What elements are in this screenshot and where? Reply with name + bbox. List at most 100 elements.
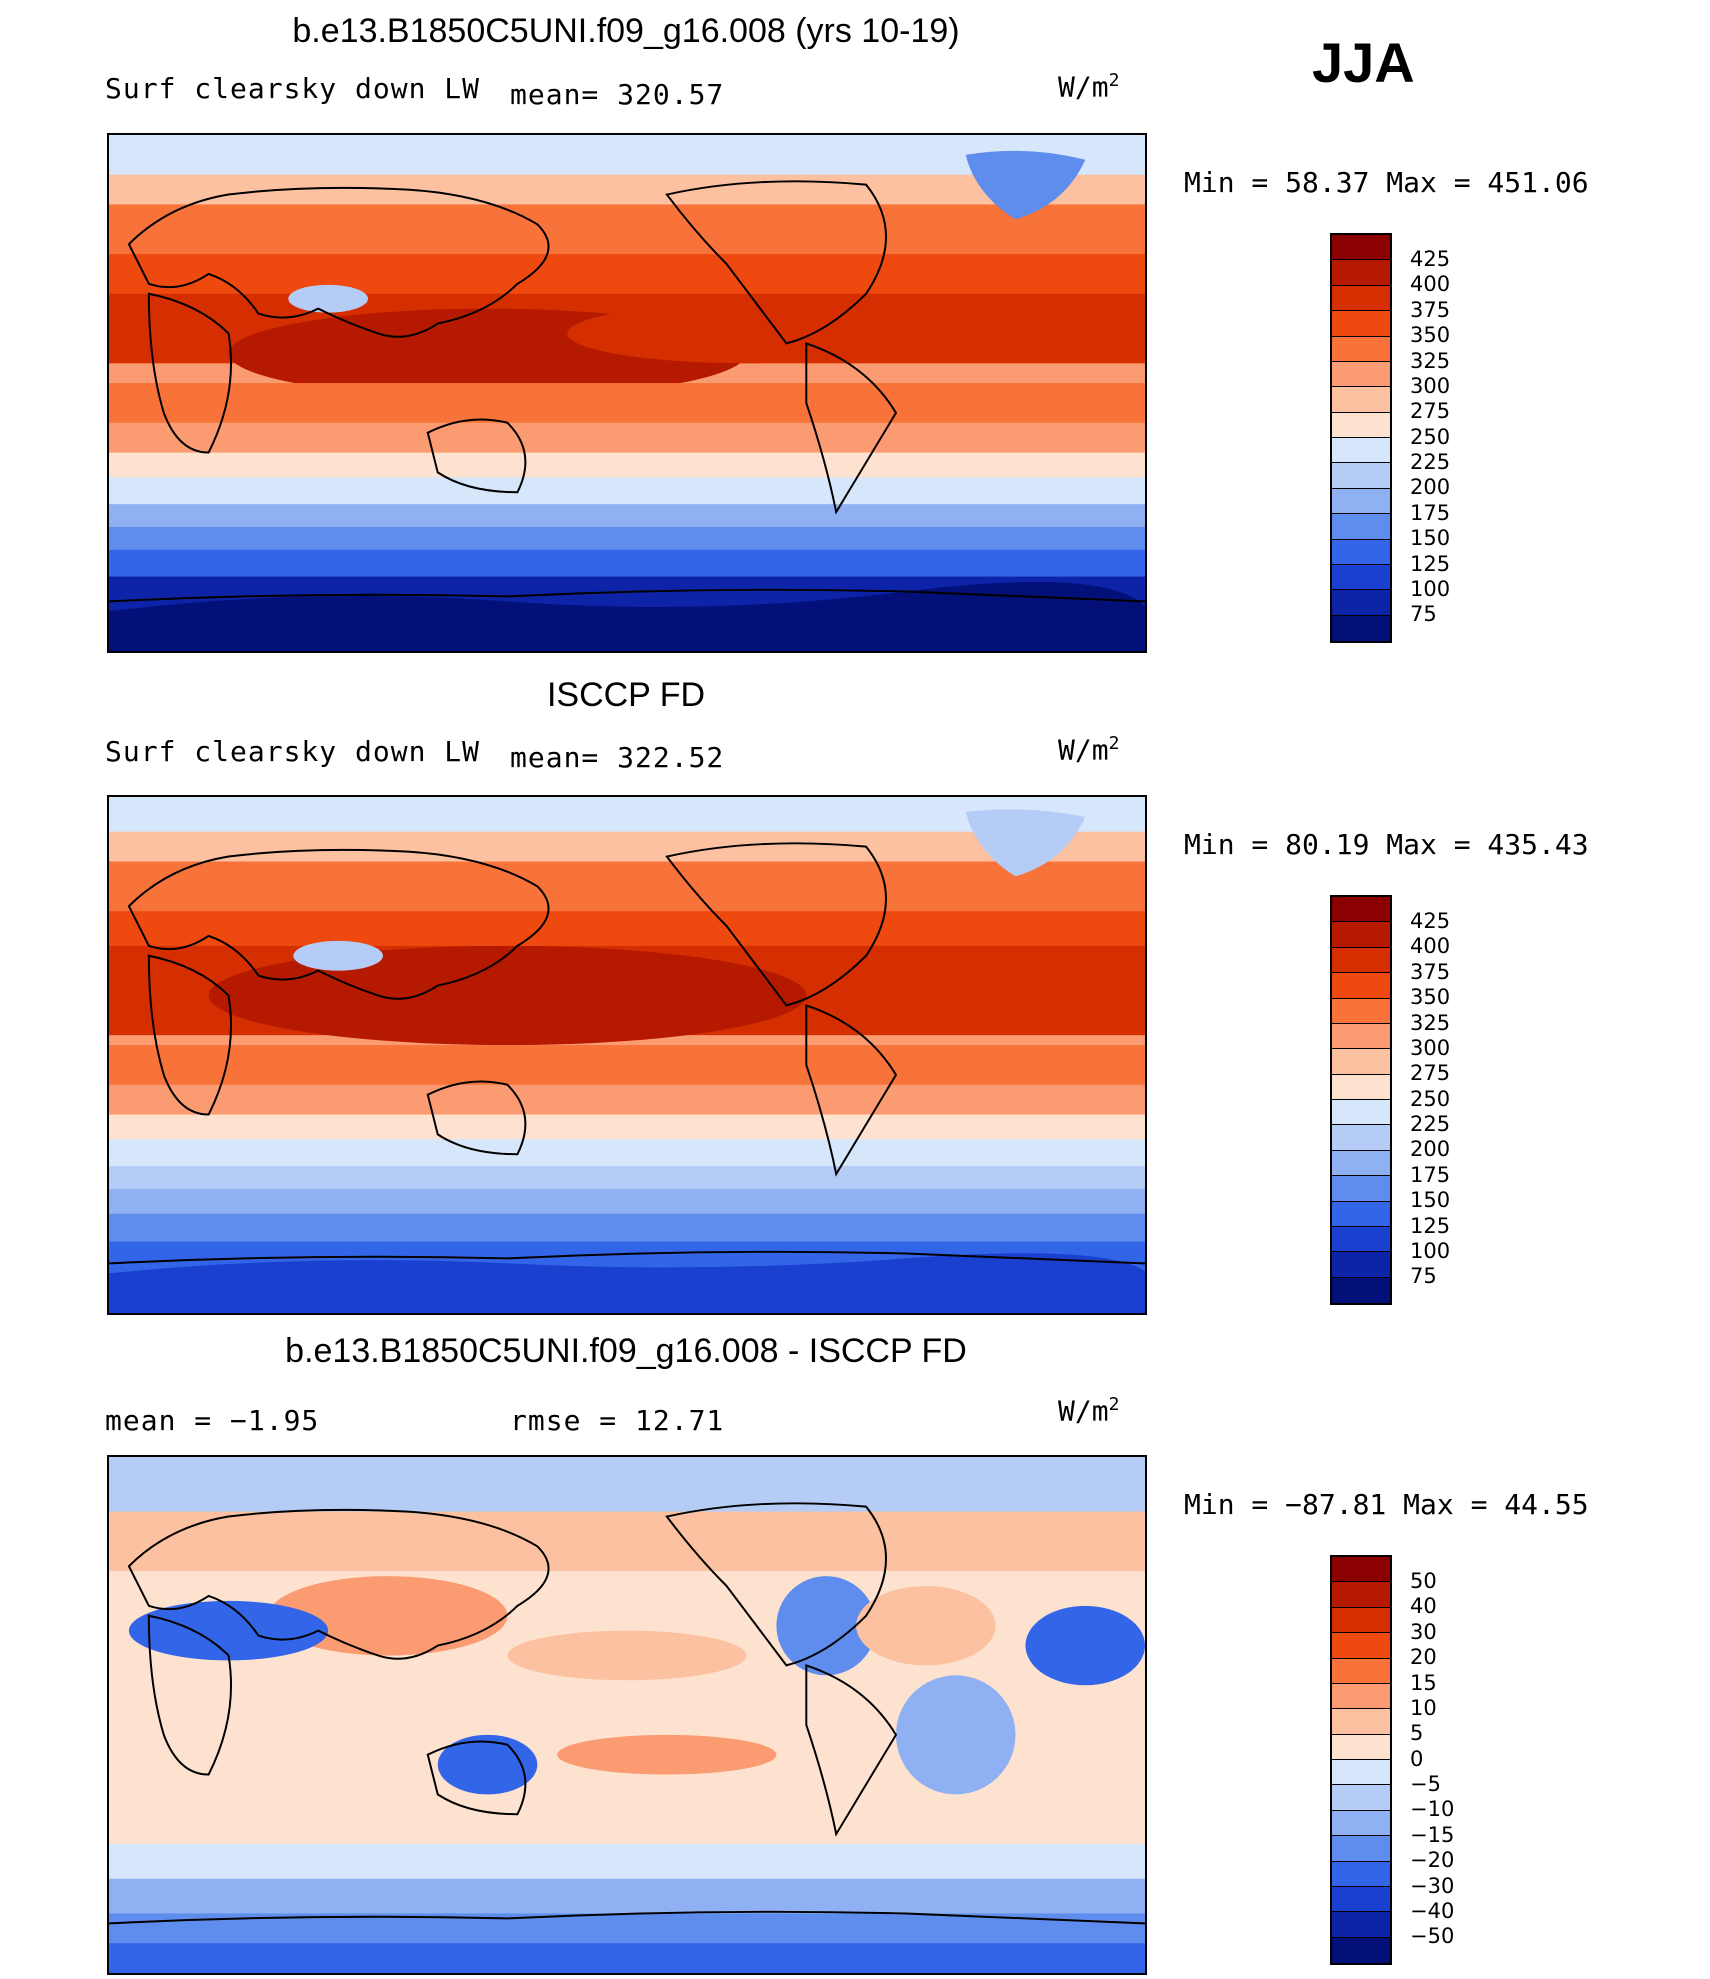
colorbar-tick-label: 10 <box>1410 1695 1437 1720</box>
colorbar-labels-obs: 425 400 375 350 325 300 275 250 225 200 175 150 125 1… <box>1410 909 1450 1290</box>
colorbar-tick-label: 5 <box>1410 1721 1424 1746</box>
colorbar-swatch <box>1332 1150 1390 1177</box>
units-label: W/m2 <box>1058 1394 1120 1428</box>
colorbar-tick-label: 175 <box>1410 500 1451 525</box>
colorbar-swatch <box>1332 488 1390 515</box>
colorbar-swatch <box>1332 1277 1390 1303</box>
mean-value: mean= 320.57 <box>510 78 725 111</box>
colorbar-swatch <box>1332 1125 1390 1151</box>
panel-title: ISCCP FD <box>546 676 706 714</box>
panel-title: b.e13.B1850C5UNI.f09_g16.008 (yrs 10-19) <box>292 12 960 50</box>
colorbar-swatch <box>1332 361 1390 388</box>
colorbar-swatch <box>1332 1886 1390 1913</box>
contour-map-obs <box>109 797 1145 1313</box>
colorbar-tick-label: −50 <box>1410 1924 1455 1949</box>
colorbar-tick-label: 150 <box>1410 1188 1451 1213</box>
colorbar-tick-label: −5 <box>1410 1772 1441 1796</box>
colorbar-swatch <box>1332 412 1390 438</box>
colorbar-tick-label: 50 <box>1410 1569 1437 1593</box>
colorbar-swatch <box>1332 1810 1390 1837</box>
colorbar-swatch <box>1332 1683 1390 1710</box>
colorbar-tick-label: 350 <box>1410 985 1451 1010</box>
colorbar-swatch <box>1332 1201 1390 1227</box>
units-label: W/m2 <box>1058 70 1120 104</box>
panel-title: b.e13.B1850C5UNI.f09_g16.008 - ISCCP FD <box>285 1332 967 1370</box>
colorbar-swatch <box>1332 1226 1390 1253</box>
colorbar-swatch <box>1332 311 1390 337</box>
colorbar-tick-label: 425 <box>1410 909 1451 933</box>
colorbar-swatch <box>1332 514 1390 540</box>
colorbar-swatch <box>1332 1734 1390 1760</box>
map-panel-model <box>107 133 1147 653</box>
colorbar-swatch <box>1332 1658 1390 1684</box>
colorbar-swatch <box>1332 1709 1390 1735</box>
mean-value: mean= 322.52 <box>510 741 725 774</box>
colorbar-tick-label: 200 <box>1410 475 1451 500</box>
colorbar-swatch <box>1332 1100 1390 1126</box>
colorbar-tick-label: 400 <box>1410 934 1451 959</box>
colorbar-tick-label: 300 <box>1410 1035 1451 1060</box>
variable-label: Surf clearsky down LW <box>105 72 481 105</box>
colorbar-tick-label: 15 <box>1410 1670 1437 1695</box>
colorbar-swatch <box>1332 1176 1390 1202</box>
colorbar-swatch <box>1332 615 1390 641</box>
colorbar-tick-label: 75 <box>1410 602 1437 627</box>
colorbar-swatch <box>1332 463 1390 489</box>
colorbar-tick-label: 375 <box>1410 959 1451 984</box>
rmse-value: rmse = 12.71 <box>510 1404 725 1437</box>
colorbar-swatch <box>1332 897 1390 923</box>
map-panel-difference <box>107 1455 1147 1975</box>
colorbar-tick-label: 30 <box>1410 1619 1437 1644</box>
colorbar-labels-model: 425 400 375 350 325 300 275 250 225 200 175 150 125 1… <box>1410 247 1450 628</box>
colorbar-tick-label: 20 <box>1410 1645 1437 1670</box>
colorbar-tick-label: 375 <box>1410 297 1451 322</box>
colorbar-swatch <box>1332 336 1390 362</box>
colorbar-swatch <box>1332 387 1390 413</box>
colorbar-tick-label: 275 <box>1410 1061 1451 1086</box>
colorbar-tick-label: 0 <box>1410 1746 1424 1771</box>
colorbar-swatch <box>1332 973 1390 999</box>
colorbar-swatch <box>1332 947 1390 974</box>
variable-label: Surf clearsky down LW <box>105 735 481 768</box>
min-max-label: Min = 80.19 Max = 435.43 <box>1184 828 1589 861</box>
min-max-label: Min = 58.37 Max = 451.06 <box>1184 166 1589 199</box>
contour-map-difference <box>109 1457 1145 1973</box>
colorbar-swatch <box>1332 1785 1390 1811</box>
colorbar-tick-label: −20 <box>1410 1848 1455 1873</box>
colorbar-swatch <box>1332 1937 1390 1963</box>
colorbar-tick-label: 75 <box>1410 1264 1437 1289</box>
colorbar-tick-label: 225 <box>1410 450 1451 474</box>
colorbar-tick-label: 125 <box>1410 1213 1451 1238</box>
colorbar-swatch <box>1332 1557 1390 1583</box>
colorbar-labels-difference: 50 40 30 20 15 10 5 0 −5 −10 −15 −20 −30 −40 −50 <box>1410 1569 1454 1950</box>
colorbar-swatch <box>1332 285 1390 312</box>
colorbar-swatch <box>1332 1836 1390 1862</box>
colorbar-swatch <box>1332 590 1390 616</box>
colorbar-tick-label: −15 <box>1410 1822 1455 1847</box>
colorbar-swatch <box>1332 235 1390 261</box>
units-label: W/m2 <box>1058 733 1120 767</box>
colorbar-tick-label: 150 <box>1410 526 1451 551</box>
colorbar-swatch <box>1332 1074 1390 1100</box>
colorbar-swatch <box>1332 438 1390 464</box>
colorbar-swatch <box>1332 1582 1390 1608</box>
colorbar-swatch <box>1332 260 1390 286</box>
colorbar-tick-label: 125 <box>1410 551 1451 576</box>
colorbar-swatch <box>1332 1023 1390 1050</box>
contour-map-model <box>109 135 1145 651</box>
colorbar-tick-label: 175 <box>1410 1162 1451 1187</box>
colorbar-tick-label: 300 <box>1410 373 1451 398</box>
season-label: JJA <box>1312 31 1415 94</box>
colorbar-swatch <box>1332 1607 1390 1634</box>
colorbar-swatch <box>1332 1633 1390 1659</box>
colorbar-obs <box>1330 895 1392 1305</box>
colorbar-swatch <box>1332 1049 1390 1075</box>
colorbar-swatch <box>1332 1861 1390 1887</box>
colorbar-model <box>1330 233 1392 643</box>
colorbar-tick-label: 250 <box>1410 1086 1451 1111</box>
colorbar-tick-label: −30 <box>1410 1873 1455 1898</box>
colorbar-tick-label: 325 <box>1410 1010 1451 1035</box>
colorbar-swatch <box>1332 539 1390 565</box>
min-max-label: Min = −87.81 Max = 44.55 <box>1184 1488 1589 1521</box>
colorbar-swatch <box>1332 1912 1390 1938</box>
